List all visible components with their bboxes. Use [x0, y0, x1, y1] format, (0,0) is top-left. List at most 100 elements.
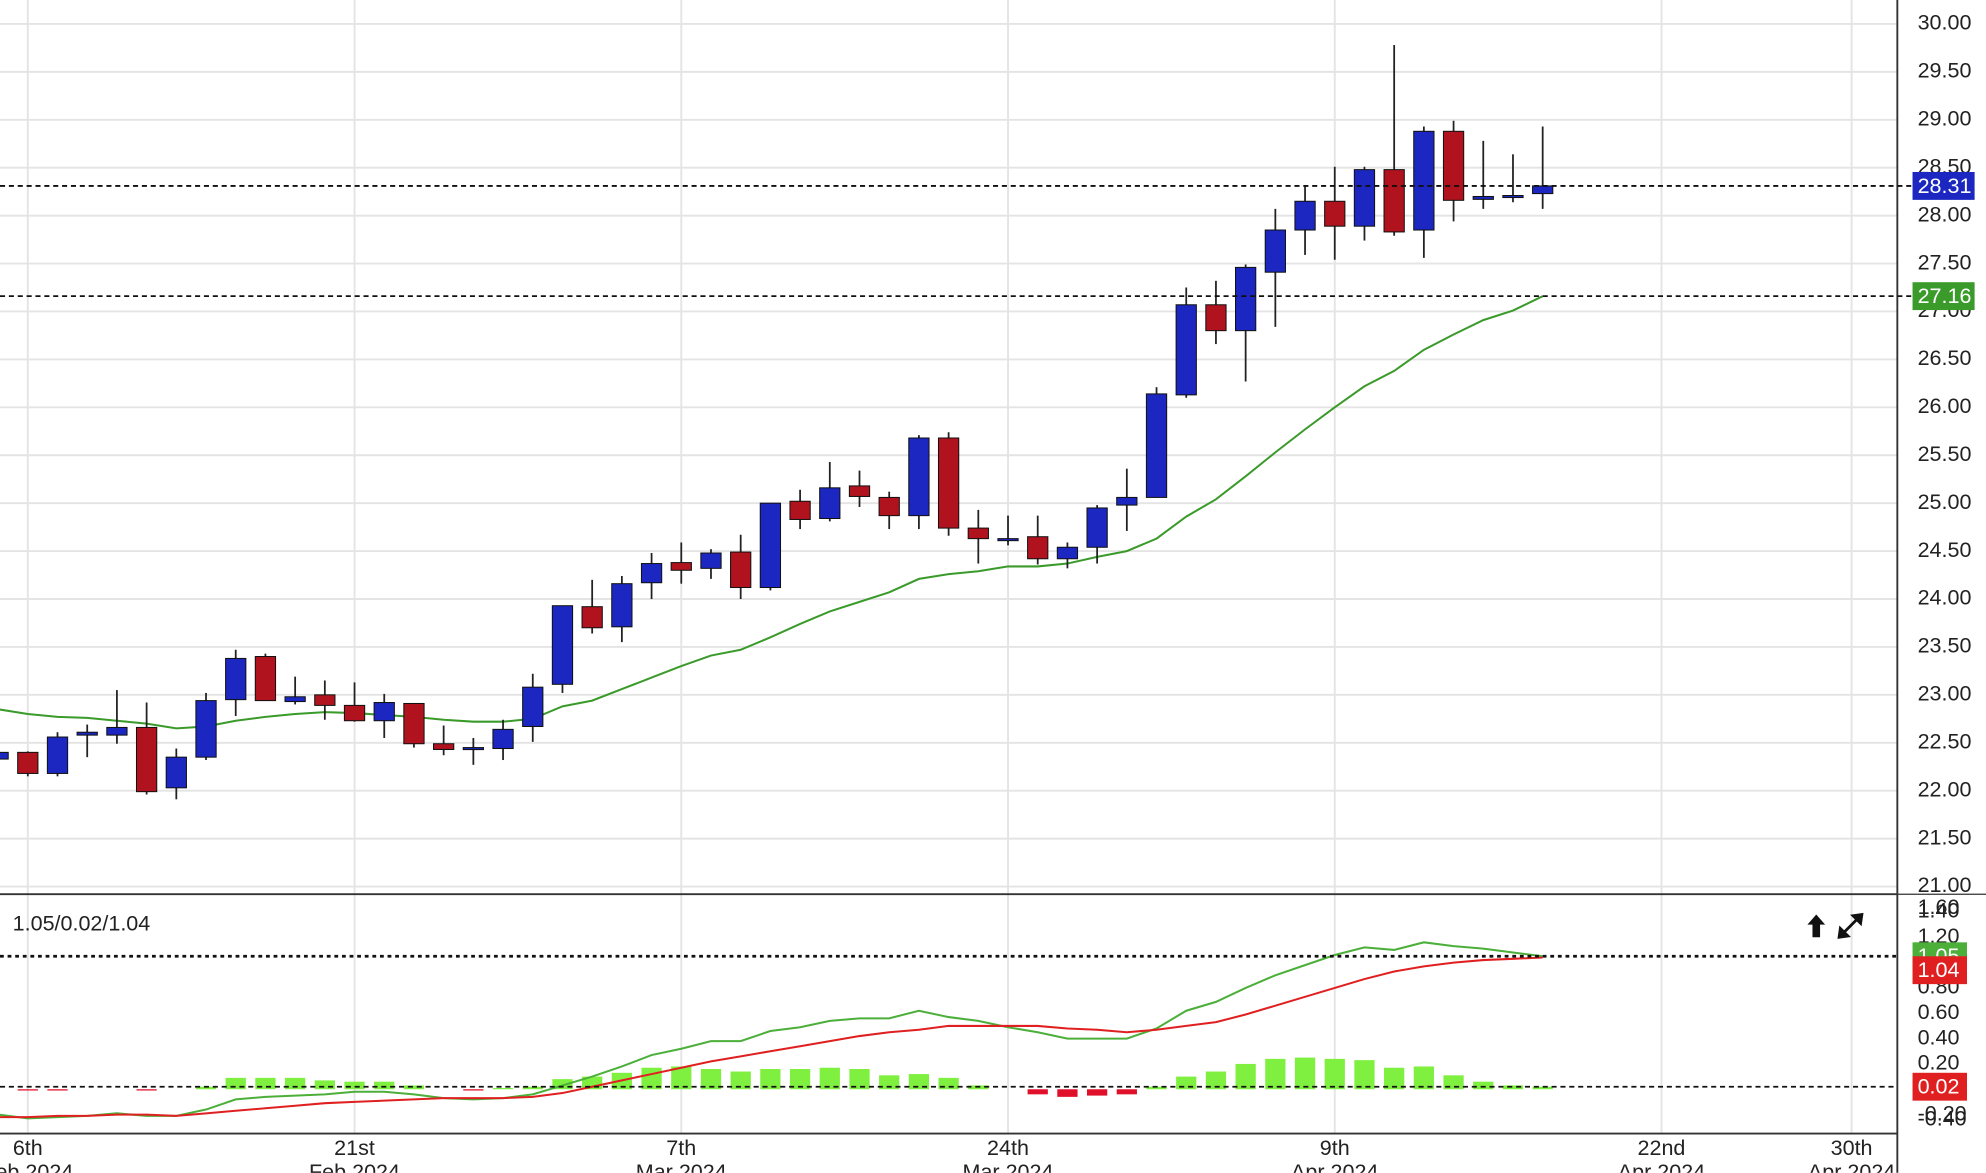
arrow-up[interactable] [1807, 914, 1826, 938]
candle-body [1353, 169, 1376, 227]
histogram-last-label: 0.02 [1918, 1075, 1960, 1099]
histogram-bar [374, 1081, 395, 1090]
histogram-bar [314, 1080, 335, 1090]
candle-body [1086, 507, 1108, 548]
histogram-bar [225, 1077, 246, 1090]
histogram-bar [1176, 1076, 1197, 1090]
candle-body [1502, 195, 1524, 199]
y-tick-label: 29.50 [1918, 59, 1972, 83]
candle-body [225, 657, 247, 701]
histogram-bar [1354, 1060, 1375, 1090]
candle-body [581, 606, 603, 629]
expand-head[interactable] [1837, 925, 1851, 939]
histogram-bar [671, 1066, 692, 1090]
y-tick-label: 27.50 [1918, 250, 1972, 274]
histogram-bar [760, 1068, 781, 1090]
histogram-bar [1265, 1058, 1286, 1090]
histogram-bar [819, 1067, 840, 1090]
y-tick-label: 22.50 [1918, 729, 1972, 753]
y-tick-label: -0.40 [1918, 1106, 1967, 1130]
candle-body [165, 756, 187, 789]
histogram-bar [17, 1089, 38, 1091]
candle-body [1264, 229, 1286, 273]
y-tick-label: 29.00 [1918, 106, 1972, 130]
candle-body [1027, 536, 1049, 560]
x-tick-label: 7th Mar 2024 [635, 1136, 727, 1173]
candle-body [462, 747, 484, 751]
histogram-bar [1384, 1067, 1405, 1090]
histogram-bar [938, 1077, 959, 1090]
price-panel [0, 45, 1554, 800]
histogram-bar [1473, 1081, 1494, 1090]
candle-body [730, 551, 752, 589]
y-tick-label: 22.00 [1918, 777, 1972, 801]
move-up-icon[interactable] [1807, 914, 1826, 938]
histogram-bar [1116, 1089, 1137, 1095]
candle-body [314, 694, 336, 706]
y-tick-label: 0.20 [1918, 1051, 1960, 1075]
candle-body [789, 500, 811, 520]
y-tick-label: 25.50 [1918, 442, 1972, 466]
histogram-bar [1413, 1066, 1434, 1090]
expand-head[interactable] [1850, 912, 1864, 927]
candle-body [551, 605, 574, 685]
expand-line[interactable] [1841, 917, 1860, 935]
histogram-bar [1324, 1058, 1345, 1090]
y-tick-label: 25.00 [1918, 490, 1972, 514]
y-tick-label: 1.40 [1918, 899, 1960, 923]
candle-body [1056, 546, 1079, 560]
candle-body [611, 583, 633, 628]
macd-panel [0, 941, 1553, 1120]
grid-layer [0, 0, 1898, 1134]
candle-body [1383, 169, 1405, 233]
histogram-bar [1146, 1086, 1167, 1090]
candle-body [700, 552, 722, 569]
histogram-bar [403, 1085, 425, 1090]
histogram-bar [136, 1089, 157, 1091]
histogram-bar [552, 1079, 573, 1090]
candle-body [17, 751, 39, 774]
candle-body [819, 487, 841, 520]
last-ma-label: 27.16 [1918, 284, 1972, 308]
axis-labels: 21.00 21.50 22.00 22.50 23.00 23.50 24.00 24.50… [0, 11, 1975, 1130]
last-close-label: 28.31 [1918, 174, 1972, 198]
candle-body [492, 728, 514, 750]
candle-body [1442, 130, 1465, 201]
macd-line [0, 941, 1543, 1120]
macd-title: 1.05/0.02/1.04 [13, 911, 151, 935]
candle-body [670, 562, 692, 571]
candle-body [403, 702, 425, 745]
histogram-bar [463, 1089, 484, 1091]
candle-body [254, 656, 277, 702]
candle-body [1116, 496, 1138, 506]
histogram-bar [522, 1086, 543, 1090]
histogram-bar [492, 1087, 514, 1090]
candle-body [1205, 304, 1227, 332]
histogram-bar [1532, 1086, 1553, 1090]
histogram-bar [849, 1068, 870, 1090]
histogram-last-box [1912, 1072, 1967, 1101]
moving-average-line [0, 295, 1544, 730]
histogram-bar [1443, 1075, 1464, 1090]
candle-body [373, 702, 395, 722]
histogram-bar [1027, 1089, 1048, 1095]
x-tick-label: 30th Apr 2024 [1807, 1136, 1896, 1173]
y-tick-label: 21.50 [1918, 825, 1972, 849]
candle-body [46, 736, 69, 774]
expand-icon[interactable] [1837, 912, 1864, 939]
candle-body [908, 437, 930, 517]
candle-body [1145, 393, 1168, 498]
x-tick-label: 9th Apr 2024 [1291, 1136, 1379, 1173]
candle-body [1294, 200, 1316, 231]
x-tick-label: 24th Mar 2024 [962, 1136, 1054, 1173]
histogram-bar [47, 1089, 68, 1091]
candle-body [522, 686, 544, 727]
candle-body [1472, 195, 1494, 200]
y-tick-label: 28.00 [1918, 202, 1972, 226]
candle-body [1175, 304, 1197, 396]
histogram-bar [195, 1086, 217, 1090]
histogram-bar [344, 1081, 365, 1090]
candle-body [848, 485, 871, 497]
